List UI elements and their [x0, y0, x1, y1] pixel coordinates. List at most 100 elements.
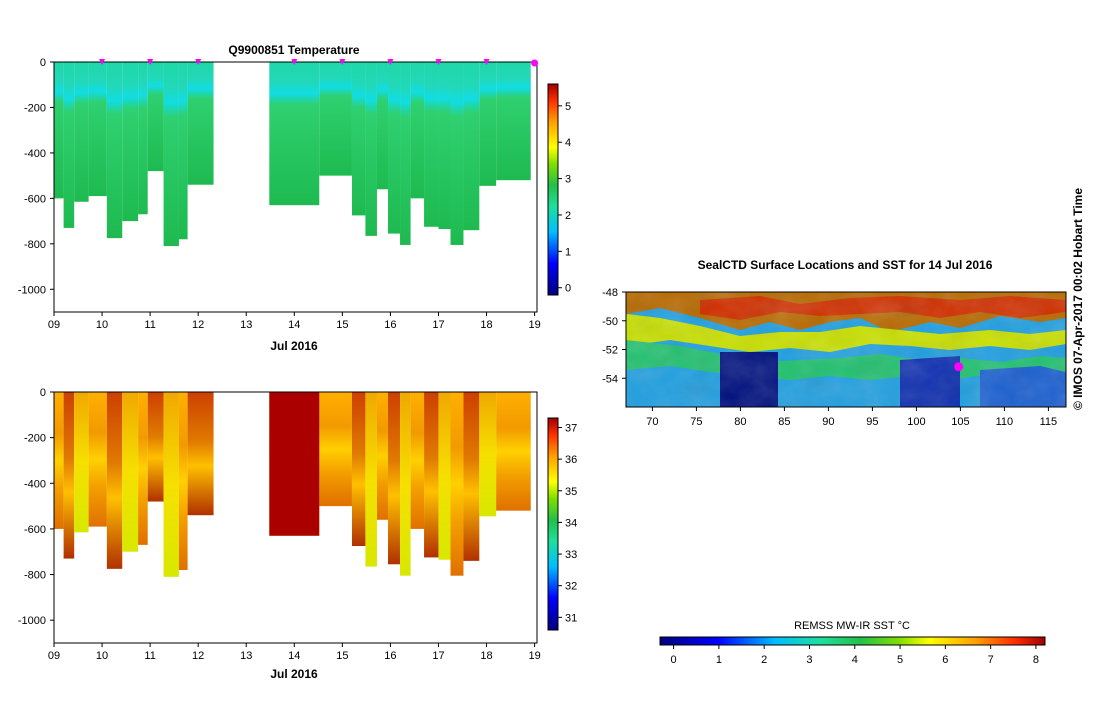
panel1-x-ticks: 09 10 11 12 13 14 15 16 17 18 19 — [48, 312, 541, 331]
profile-cell-10 — [187, 392, 214, 516]
surface-marker — [483, 59, 490, 65]
x-tick-label: 14 — [288, 650, 300, 662]
panel1-profiles — [54, 62, 531, 247]
panel2-y-ticks: 0 -200 -400 -600 -800 -1000 — [18, 387, 54, 627]
profile-cell-15 — [376, 62, 389, 190]
profile-cell-20 — [438, 62, 451, 230]
panel1-colorbar — [547, 83, 559, 296]
profile-cell-24 — [496, 392, 531, 511]
map-x-tick-label: 75 — [690, 416, 702, 428]
profile-cell-20 — [438, 392, 451, 560]
profile-cell-16 — [388, 392, 401, 565]
map-x-tick-label: 70 — [646, 416, 658, 428]
map-colorbar — [659, 636, 1046, 646]
surface-marker — [291, 59, 298, 65]
x-tick-label: 10 — [96, 319, 108, 331]
profile-cell-17 — [400, 62, 411, 245]
profile-cell-4 — [106, 62, 123, 239]
panel1-surface-markers — [99, 59, 539, 67]
x-tick-label: 19 — [528, 650, 540, 662]
map-x-tick-label: 115 — [1040, 416, 1058, 428]
panel1-xlabel: Jul 2016 — [270, 339, 318, 353]
profile-cell-8 — [163, 392, 179, 577]
salinity-panel: 09 10 11 12 13 14 15 16 17 18 19 0 -200 -400 -600 -800… — [18, 387, 577, 681]
map-y-tick-label: -50 — [602, 316, 618, 328]
y-tick-label: -600 — [24, 193, 46, 205]
profile-cell-0 — [54, 392, 64, 529]
profile-cell-13 — [351, 392, 366, 547]
profile-cell-7 — [147, 62, 164, 172]
colorbar-tick-label: 36 — [565, 454, 577, 466]
profile-block-0 — [269, 392, 320, 536]
profile-cell-5 — [122, 392, 139, 552]
colorbar-tick-label: 5 — [565, 101, 571, 113]
colorbar-tick-label: 34 — [565, 517, 577, 529]
panel1-colorbar-ticks: 0 1 2 3 4 5 — [558, 101, 571, 295]
panel1-y-ticks: 0 -200 -400 -600 -800 -1000 — [18, 57, 54, 296]
profile-cell-1 — [63, 392, 75, 559]
colorbar-tick-label: 32 — [565, 581, 577, 593]
profile-cell-0 — [54, 62, 64, 199]
colorbar-tick-label: 31 — [565, 612, 577, 624]
colorbar-tick-label: 0 — [565, 283, 571, 295]
surface-marker — [435, 59, 442, 65]
surface-marker — [147, 59, 154, 65]
y-tick-label: -400 — [24, 478, 46, 490]
panel2-colorbar-ticks: 31 32 33 34 35 36 37 — [558, 422, 577, 624]
map-y-ticks: -48 -50 -52 -54 — [602, 287, 626, 385]
y-tick-label: -1000 — [18, 284, 46, 296]
profile-cell-21 — [450, 392, 464, 576]
profile-cell-18 — [410, 392, 425, 529]
profile-cell-14 — [365, 392, 377, 567]
map-y-tick-label: -54 — [602, 373, 618, 385]
profile-cell-2 — [74, 62, 89, 202]
map-colorbar-tick-label: 4 — [852, 654, 858, 666]
y-tick-label: -400 — [24, 148, 46, 160]
colorbar-tick-label: 37 — [565, 422, 577, 434]
profile-cell-5 — [122, 62, 139, 222]
profile-cell-14 — [365, 62, 377, 236]
x-tick-label: 13 — [240, 319, 252, 331]
x-tick-label: 11 — [144, 319, 155, 331]
x-tick-label: 09 — [48, 650, 60, 662]
surface-marker — [531, 59, 539, 67]
y-tick-label: 0 — [40, 57, 46, 69]
panel2-axes-frame — [53, 391, 538, 644]
y-tick-label: -200 — [24, 433, 46, 445]
profile-cell-23 — [479, 392, 497, 517]
colorbar-tick-label: 2 — [565, 210, 571, 222]
x-tick-label: 19 — [528, 319, 540, 331]
x-tick-label: 18 — [480, 650, 492, 662]
map-colorbar-tick-label: 0 — [671, 654, 677, 666]
profile-cell-1 — [63, 62, 75, 228]
map-colorbar-tick-label: 8 — [1033, 654, 1039, 666]
x-tick-label: 10 — [96, 650, 108, 662]
map-title: SealCTD Surface Locations and SST for 14… — [698, 258, 993, 272]
x-tick-label: 11 — [144, 650, 155, 662]
map-colorbar-tick-label: 5 — [897, 654, 903, 666]
surface-marker — [99, 59, 106, 65]
profile-cell-7 — [147, 392, 164, 502]
x-tick-label: 12 — [192, 650, 204, 662]
y-tick-label: 0 — [40, 387, 46, 399]
profile-cell-18 — [410, 62, 425, 199]
profile-cell-10 — [187, 62, 214, 185]
x-tick-label: 16 — [384, 650, 396, 662]
y-tick-label: -800 — [24, 570, 46, 582]
x-tick-label: 17 — [432, 650, 444, 662]
profile-cell-9 — [178, 62, 188, 240]
surface-marker — [195, 59, 202, 65]
x-tick-label: 17 — [432, 319, 444, 331]
profile-cell-22 — [463, 392, 480, 561]
x-tick-label: 15 — [336, 650, 348, 662]
profile-cell-3 — [88, 62, 107, 197]
profile-cell-2 — [74, 392, 89, 533]
x-tick-label: 12 — [192, 319, 204, 331]
map-colorbar-tick-label: 1 — [716, 654, 722, 666]
map-x-tick-label: 90 — [822, 416, 834, 428]
profile-cell-6 — [138, 62, 148, 215]
profile-cell-21 — [450, 62, 464, 245]
x-tick-label: 16 — [384, 319, 396, 331]
